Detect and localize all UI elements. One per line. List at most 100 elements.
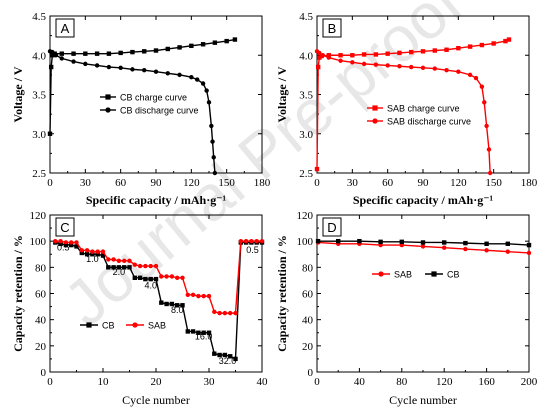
y-axis-title: Capacity retention / % <box>11 235 25 352</box>
data-point <box>175 303 180 308</box>
panel-a: 0 30 60 90 120 150 180 2.5 3.0 3.5 4.0 4.5 Specific … <box>11 11 271 207</box>
x-tick-label: 200 <box>521 376 538 388</box>
data-point <box>206 293 212 299</box>
data-point <box>420 240 426 245</box>
data-point <box>130 49 135 55</box>
data-point <box>397 50 402 56</box>
y-tick-label: 3.0 <box>32 129 46 141</box>
x-tick-label: 10 <box>98 376 110 388</box>
data-point <box>228 310 233 316</box>
data-point <box>84 248 90 253</box>
data-point <box>503 38 508 44</box>
panel-b: 0 30 60 90 120 150 180 2.5 3.0 3.5 4.0 4.5 Specific … <box>275 11 538 207</box>
x-tick-label: 40 <box>354 376 366 388</box>
data-point <box>159 274 164 279</box>
data-point <box>315 64 321 70</box>
data-point <box>385 51 390 56</box>
data-point <box>491 41 496 46</box>
x-tick-label: 30 <box>347 177 359 189</box>
data-point <box>47 131 53 136</box>
x-tick-label: 150 <box>485 177 502 189</box>
x-axis-title: Specific capacity / mAh·g⁻¹ <box>353 193 494 207</box>
data-point <box>385 63 390 68</box>
data-point <box>317 55 322 60</box>
data-point <box>148 276 153 282</box>
data-point <box>185 292 190 298</box>
legend-label: SAB charge curve <box>387 104 460 114</box>
x-tick-label: 120 <box>450 177 467 189</box>
x-tick-label: 120 <box>436 376 453 388</box>
x-axis-title: Specific capacity / mAh·g⁻¹ <box>86 193 227 207</box>
data-point <box>505 249 510 254</box>
data-point <box>479 84 485 89</box>
panel-letter-b: B <box>328 21 337 36</box>
data-point <box>317 50 322 56</box>
data-point <box>373 62 379 67</box>
x-tick-label: 0 <box>314 177 320 189</box>
data-point <box>83 51 88 56</box>
data-point <box>90 249 95 254</box>
data-point <box>373 52 379 57</box>
data-point <box>473 75 479 81</box>
data-point <box>180 303 185 308</box>
data-point <box>196 330 201 335</box>
data-point <box>486 147 492 152</box>
data-point <box>479 42 485 48</box>
legend: CB charge curve CB discharge curve <box>100 93 199 116</box>
data-point <box>79 250 84 256</box>
data-point <box>338 53 343 58</box>
legend-marker <box>86 322 92 328</box>
data-point <box>195 77 200 82</box>
data-point <box>315 238 321 244</box>
data-point <box>71 59 76 64</box>
data-point <box>84 252 90 257</box>
legend: CB SAB <box>80 321 166 331</box>
y-tick-label: 80 <box>35 262 47 274</box>
data-point <box>48 64 54 70</box>
data-point <box>336 238 341 244</box>
data-point <box>100 249 106 254</box>
data-point <box>71 51 76 56</box>
legend-label: CB discharge curve <box>120 106 199 116</box>
panel-letter-box <box>55 18 75 38</box>
data-point <box>127 258 132 263</box>
y-tick-label: 3.5 <box>32 90 46 102</box>
rate-label: 8.0 <box>171 305 184 315</box>
x-tick-label: 180 <box>254 177 271 189</box>
series-line-sab-discharge-curve <box>316 50 491 174</box>
data-point <box>243 238 249 244</box>
y-tick-label: 20 <box>302 341 314 353</box>
data-point <box>63 240 69 245</box>
y-tick-label: 4.0 <box>32 50 46 62</box>
data-point <box>420 49 426 54</box>
data-point <box>217 352 222 358</box>
legend-marker <box>378 271 384 277</box>
plot-frame <box>316 214 530 373</box>
x-tick-label: 0 <box>314 376 320 388</box>
data-point <box>224 38 229 44</box>
panel-c: 0 10 20 30 40 0 20 40 60 80 100 120 Cycle number Capa… <box>11 210 268 407</box>
data-point <box>326 55 331 60</box>
data-point <box>148 263 153 269</box>
data-point <box>122 258 127 263</box>
data-point <box>190 292 196 298</box>
rate-label: 32.0 <box>219 356 237 366</box>
data-point <box>111 257 116 262</box>
series-line-sab <box>55 240 262 314</box>
x-axis-title: Cycle number <box>122 393 190 407</box>
data-point <box>222 310 228 316</box>
data-point <box>164 301 169 307</box>
data-point <box>350 60 355 65</box>
y-axis-title: Capacity retention / % <box>275 235 289 352</box>
data-point <box>132 262 137 267</box>
data-point <box>212 351 217 356</box>
data-point <box>320 53 326 58</box>
legend-label: SAB discharge curve <box>387 117 471 127</box>
data-point <box>169 274 175 279</box>
data-point <box>153 69 159 74</box>
data-point <box>116 258 122 263</box>
rate-label: 0.5 <box>246 245 259 255</box>
rate-label: 0.5 <box>57 242 70 252</box>
panel-letter-box <box>55 217 75 237</box>
legend: SAB charge curve SAB discharge curve <box>367 104 471 127</box>
